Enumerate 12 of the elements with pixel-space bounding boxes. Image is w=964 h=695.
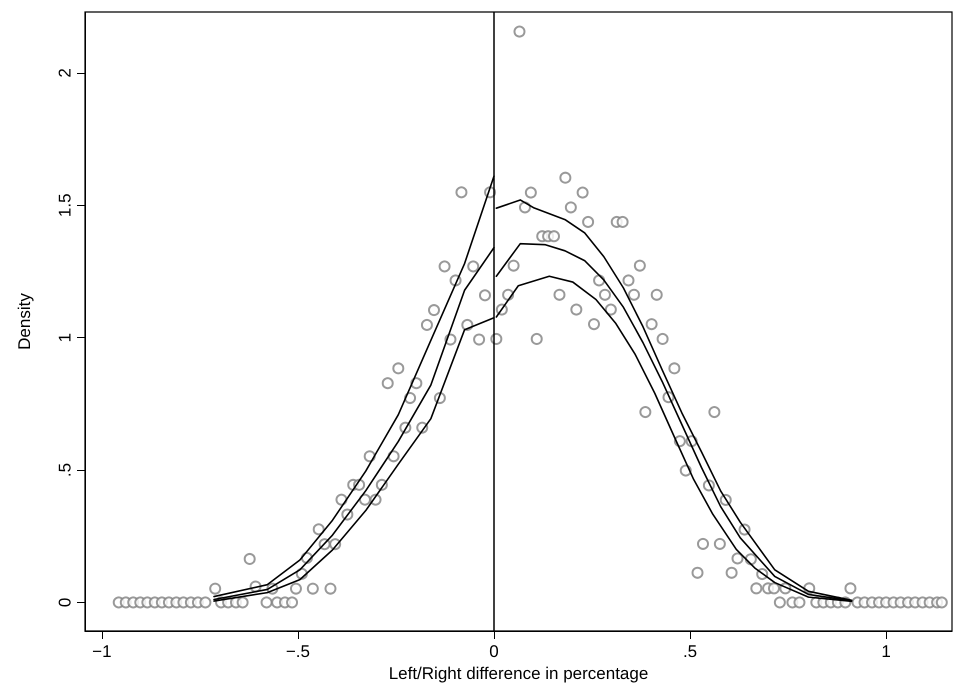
y-tick-label: 0 (56, 598, 74, 608)
y-tick-label: 2 (56, 68, 74, 78)
y-tick-label: 1.5 (56, 193, 74, 218)
x-tick-label: .5 (682, 642, 698, 661)
x-axis-title: Left/Right difference in percentage (388, 664, 648, 683)
x-tick-label: −.5 (286, 642, 310, 661)
x-tick-label: 1 (881, 642, 891, 661)
y-axis-title: Density (15, 292, 34, 350)
y-tick-label: .5 (56, 462, 74, 478)
x-tick-label: 0 (489, 642, 499, 661)
y-tick-label: 1 (56, 332, 74, 342)
x-tick-label: −1 (92, 642, 112, 661)
